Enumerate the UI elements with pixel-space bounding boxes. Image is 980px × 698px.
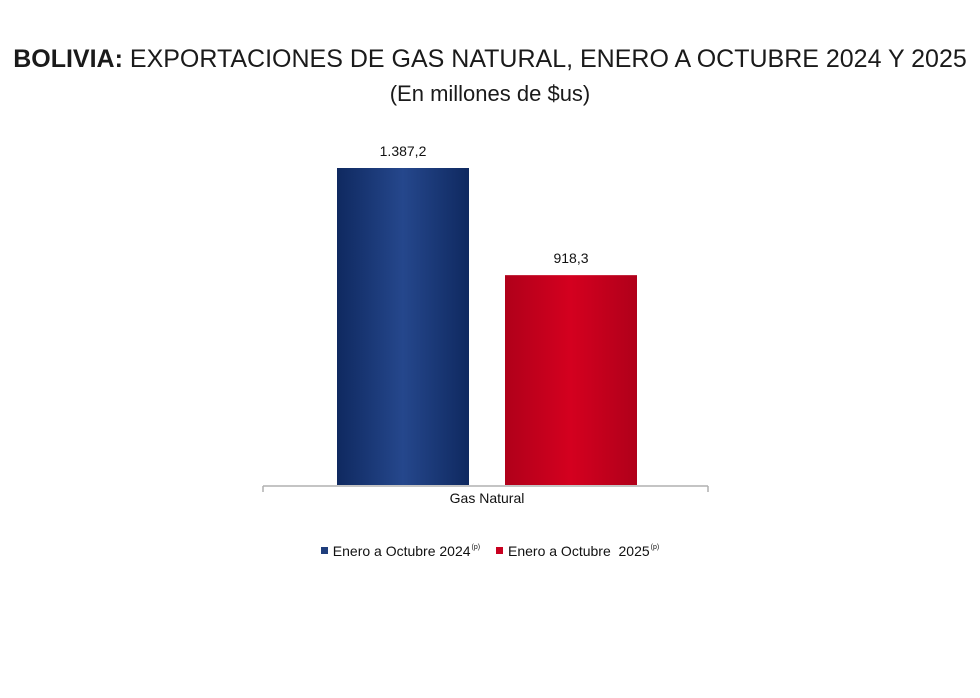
legend-label-2024: Enero a Octubre 2024 bbox=[332, 543, 471, 559]
bar-2025 bbox=[505, 275, 637, 485]
chart-title: BOLIVIA: EXPORTACIONES DE GAS NATURAL, E… bbox=[0, 44, 980, 74]
x-tick-label-gas-natural: Gas Natural bbox=[450, 490, 525, 506]
data-label-2025: 918,3 bbox=[553, 250, 588, 266]
legend-item-2024: Enero a Octubre 2024(p) bbox=[320, 543, 481, 559]
legend-sup-2024: (p) bbox=[471, 544, 481, 551]
chart-title-bold: BOLIVIA: bbox=[13, 45, 123, 73]
legend-swatch-2025 bbox=[496, 547, 503, 554]
legend-swatch-2024 bbox=[320, 547, 328, 554]
legend-item-2025: Enero a Octubre 2025(p) bbox=[496, 543, 659, 559]
chart-title-rest: EXPORTACIONES DE GAS NATURAL, ENERO A OC… bbox=[129, 45, 967, 73]
data-label-2024: 1.387,2 bbox=[380, 143, 427, 159]
bar-2024 bbox=[337, 168, 469, 485]
bars-group: 1.387,2 918,3 bbox=[337, 143, 637, 485]
legend: Enero a Octubre 2024(p) Enero a Octubre … bbox=[0, 543, 980, 559]
legend-sup-2025: (p) bbox=[650, 544, 660, 551]
legend-label-2025: Enero a Octubre 2025 bbox=[508, 543, 650, 559]
chart-subtitle: (En millones de $us) bbox=[389, 81, 591, 106]
